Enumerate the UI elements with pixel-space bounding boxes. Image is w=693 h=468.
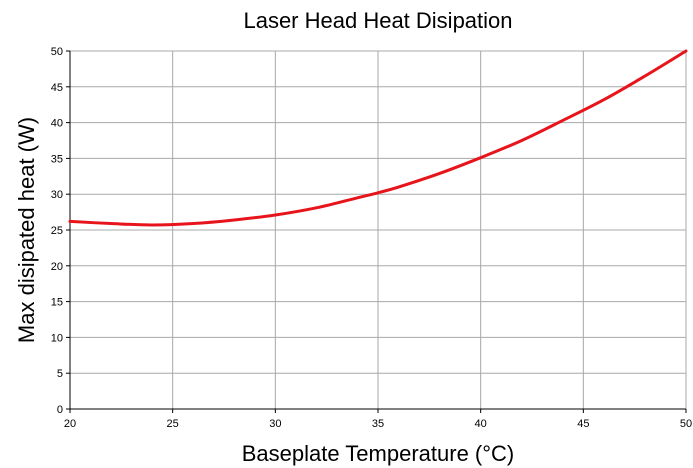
y-tick-label: 40 [51, 118, 63, 130]
y-tick-label: 30 [51, 189, 63, 201]
series-line [68, 49, 688, 227]
x-tick-label: 45 [577, 418, 589, 430]
axes [66, 50, 687, 413]
x-tick-label: 35 [372, 418, 384, 430]
y-tick-label: 45 [51, 82, 63, 94]
x-axis-title: Baseplate Temperature (°C) [242, 441, 515, 466]
x-tick-label: 30 [269, 418, 281, 430]
y-tick-label: 10 [51, 332, 63, 344]
y-tick-label: 50 [51, 46, 63, 58]
y-tick-labels: 0 5 10 15 20 25 30 35 40 45 50 [51, 46, 63, 416]
x-tick-label: 20 [64, 418, 76, 430]
y-tick-label: 5 [57, 368, 63, 380]
x-tick-label: 40 [475, 418, 487, 430]
x-tick-label: 50 [680, 418, 692, 430]
chart-title: Laser Head Heat Disipation [243, 8, 513, 33]
y-axis-title: Max disipated heat (W) [14, 117, 39, 343]
y-tick-label: 20 [51, 261, 63, 273]
y-tick-label: 25 [51, 225, 63, 237]
y-tick-label: 15 [51, 297, 63, 309]
y-tick-label: 0 [57, 404, 63, 416]
y-tick-label: 35 [51, 153, 63, 165]
series-group [68, 49, 688, 227]
x-tick-label: 25 [167, 418, 179, 430]
x-tick-labels: 20 25 30 35 40 45 50 [64, 418, 692, 430]
